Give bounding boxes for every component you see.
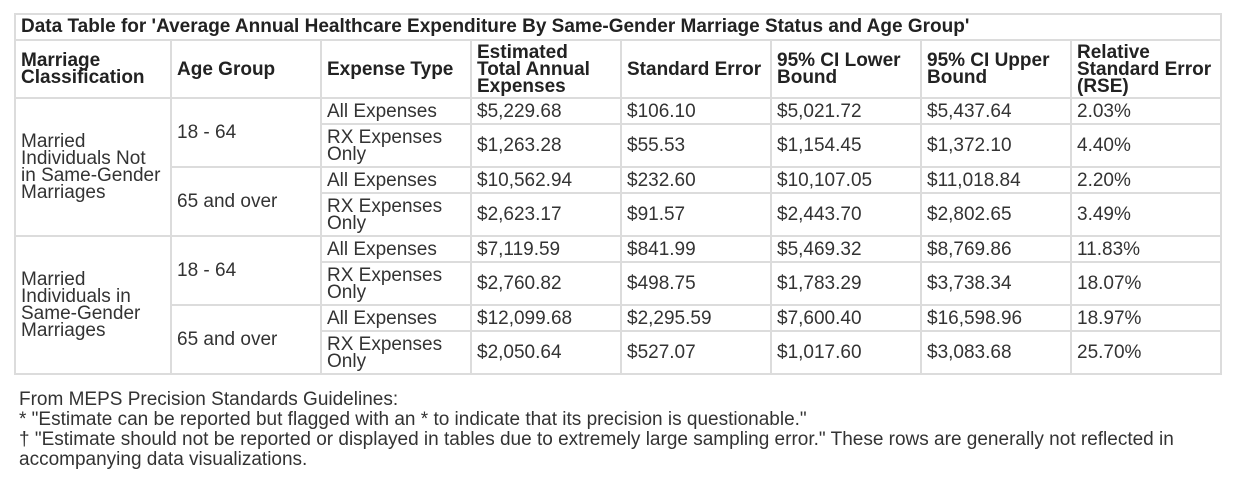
footnotes: From MEPS Precision Standards Guidelines… (19, 390, 1224, 470)
rse-cell: 4.40% (1070, 123, 1222, 168)
se-cell: $106.10 (620, 97, 772, 125)
ci-upper-cell: $3,738.34 (920, 261, 1072, 306)
marriage-classification-cell: Married Individuals Not in Same-Gender M… (14, 97, 172, 237)
se-cell: $91.57 (620, 192, 772, 237)
column-header-ci-lower: 95% CI Lower Bound (770, 39, 922, 99)
data-table-container: Data Table for 'Average Annual Healthcar… (14, 13, 1222, 375)
column-header-ci-upper: 95% CI Upper Bound (920, 39, 1072, 99)
table-row: 65 and over All Expenses $12,099.68 $2,2… (15, 304, 1222, 375)
total-cell: $1,263.28 (470, 123, 622, 168)
age-group-cell: 65 and over (170, 166, 322, 237)
se-cell: $55.53 (620, 123, 772, 168)
expense-type-cell: RX Expenses Only (320, 192, 472, 237)
ci-upper-cell: $8,769.86 (920, 235, 1072, 263)
se-cell: $232.60 (620, 166, 772, 194)
column-header-expense-type: Expense Type (320, 39, 472, 99)
ci-upper-cell: $11,018.84 (920, 166, 1072, 194)
expense-type-cell: RX Expenses Only (320, 123, 472, 168)
total-cell: $7,119.59 (470, 235, 622, 263)
se-cell: $841.99 (620, 235, 772, 263)
expense-type-cell: All Expenses (320, 304, 472, 332)
total-cell: $2,623.17 (470, 192, 622, 237)
ci-upper-cell: $5,437.64 (920, 97, 1072, 125)
column-header-age-group: Age Group (170, 39, 322, 99)
age-group-cell: 65 and over (170, 304, 322, 375)
column-header-standard-error: Standard Error (620, 39, 772, 99)
ci-lower-cell: $1,154.45 (770, 123, 922, 168)
ci-lower-cell: $1,017.60 (770, 330, 922, 375)
rse-cell: 25.70% (1070, 330, 1222, 375)
rse-cell: 18.97% (1070, 304, 1222, 332)
ci-upper-cell: $2,802.65 (920, 192, 1072, 237)
column-header-rse: Relative Standard Error (RSE) (1070, 39, 1222, 99)
table-row: RX Expenses Only $2,050.64 $527.07 $1,01… (15, 330, 1222, 375)
ci-lower-cell: $7,600.40 (770, 304, 922, 332)
header-row: Marriage Classification Age Group Expens… (14, 39, 1222, 99)
total-cell: $2,760.82 (470, 261, 622, 306)
ci-lower-cell: $1,783.29 (770, 261, 922, 306)
ci-lower-cell: $5,021.72 (770, 97, 922, 125)
rse-cell: 18.07% (1070, 261, 1222, 306)
rse-cell: 2.20% (1070, 166, 1222, 194)
se-cell: $2,295.59 (620, 304, 772, 332)
ci-lower-cell: $5,469.32 (770, 235, 922, 263)
total-cell: $12,099.68 (470, 304, 622, 332)
rse-cell: 3.49% (1070, 192, 1222, 237)
rse-cell: 2.03% (1070, 97, 1222, 125)
expense-type-cell: RX Expenses Only (320, 261, 472, 306)
age-group-cell: 18 - 64 (170, 235, 322, 306)
table-row: RX Expenses Only $2,760.82 $498.75 $1,78… (15, 261, 1222, 306)
footnote-heading: From MEPS Precision Standards Guidelines… (19, 389, 399, 410)
column-header-estimated-total: Estimated Total Annual Expenses (470, 39, 622, 99)
table-row: RX Expenses Only $1,263.28 $55.53 $1,154… (15, 123, 1222, 168)
data-table: Data Table for 'Average Annual Healthcar… (14, 13, 1222, 375)
expense-type-cell: All Expenses (320, 166, 472, 194)
total-cell: $2,050.64 (470, 330, 622, 375)
expense-type-cell: All Expenses (320, 235, 472, 263)
ci-upper-cell: $3,083.68 (920, 330, 1072, 375)
expense-type-cell: All Expenses (320, 97, 472, 125)
ci-lower-cell: $2,443.70 (770, 192, 922, 237)
table-title: Data Table for 'Average Annual Healthcar… (14, 13, 1222, 41)
rse-cell: 11.83% (1070, 235, 1222, 263)
column-header-marriage-classification: Marriage Classification (14, 39, 172, 99)
marriage-classification-cell: Married Individuals in Same-Gender Marri… (14, 235, 172, 375)
se-cell: $527.07 (620, 330, 772, 375)
ci-lower-cell: $10,107.05 (770, 166, 922, 194)
footnote-dagger: † "Estimate should not be reported or di… (19, 429, 1174, 470)
footnote-asterisk: * "Estimate can be reported but flagged … (19, 409, 807, 430)
table-row: Married Individuals Not in Same-Gender M… (14, 97, 1222, 237)
total-cell: $5,229.68 (470, 97, 622, 125)
se-cell: $498.75 (620, 261, 772, 306)
expense-type-cell: RX Expenses Only (320, 330, 472, 375)
age-group-cell: 18 - 64 (170, 97, 322, 168)
table-row: RX Expenses Only $2,623.17 $91.57 $2,443… (15, 192, 1222, 237)
ci-upper-cell: $16,598.96 (920, 304, 1072, 332)
table-row: 65 and over All Expenses $10,562.94 $232… (15, 166, 1222, 237)
total-cell: $10,562.94 (470, 166, 622, 194)
table-row: Married Individuals in Same-Gender Marri… (14, 235, 1222, 375)
ci-upper-cell: $1,372.10 (920, 123, 1072, 168)
